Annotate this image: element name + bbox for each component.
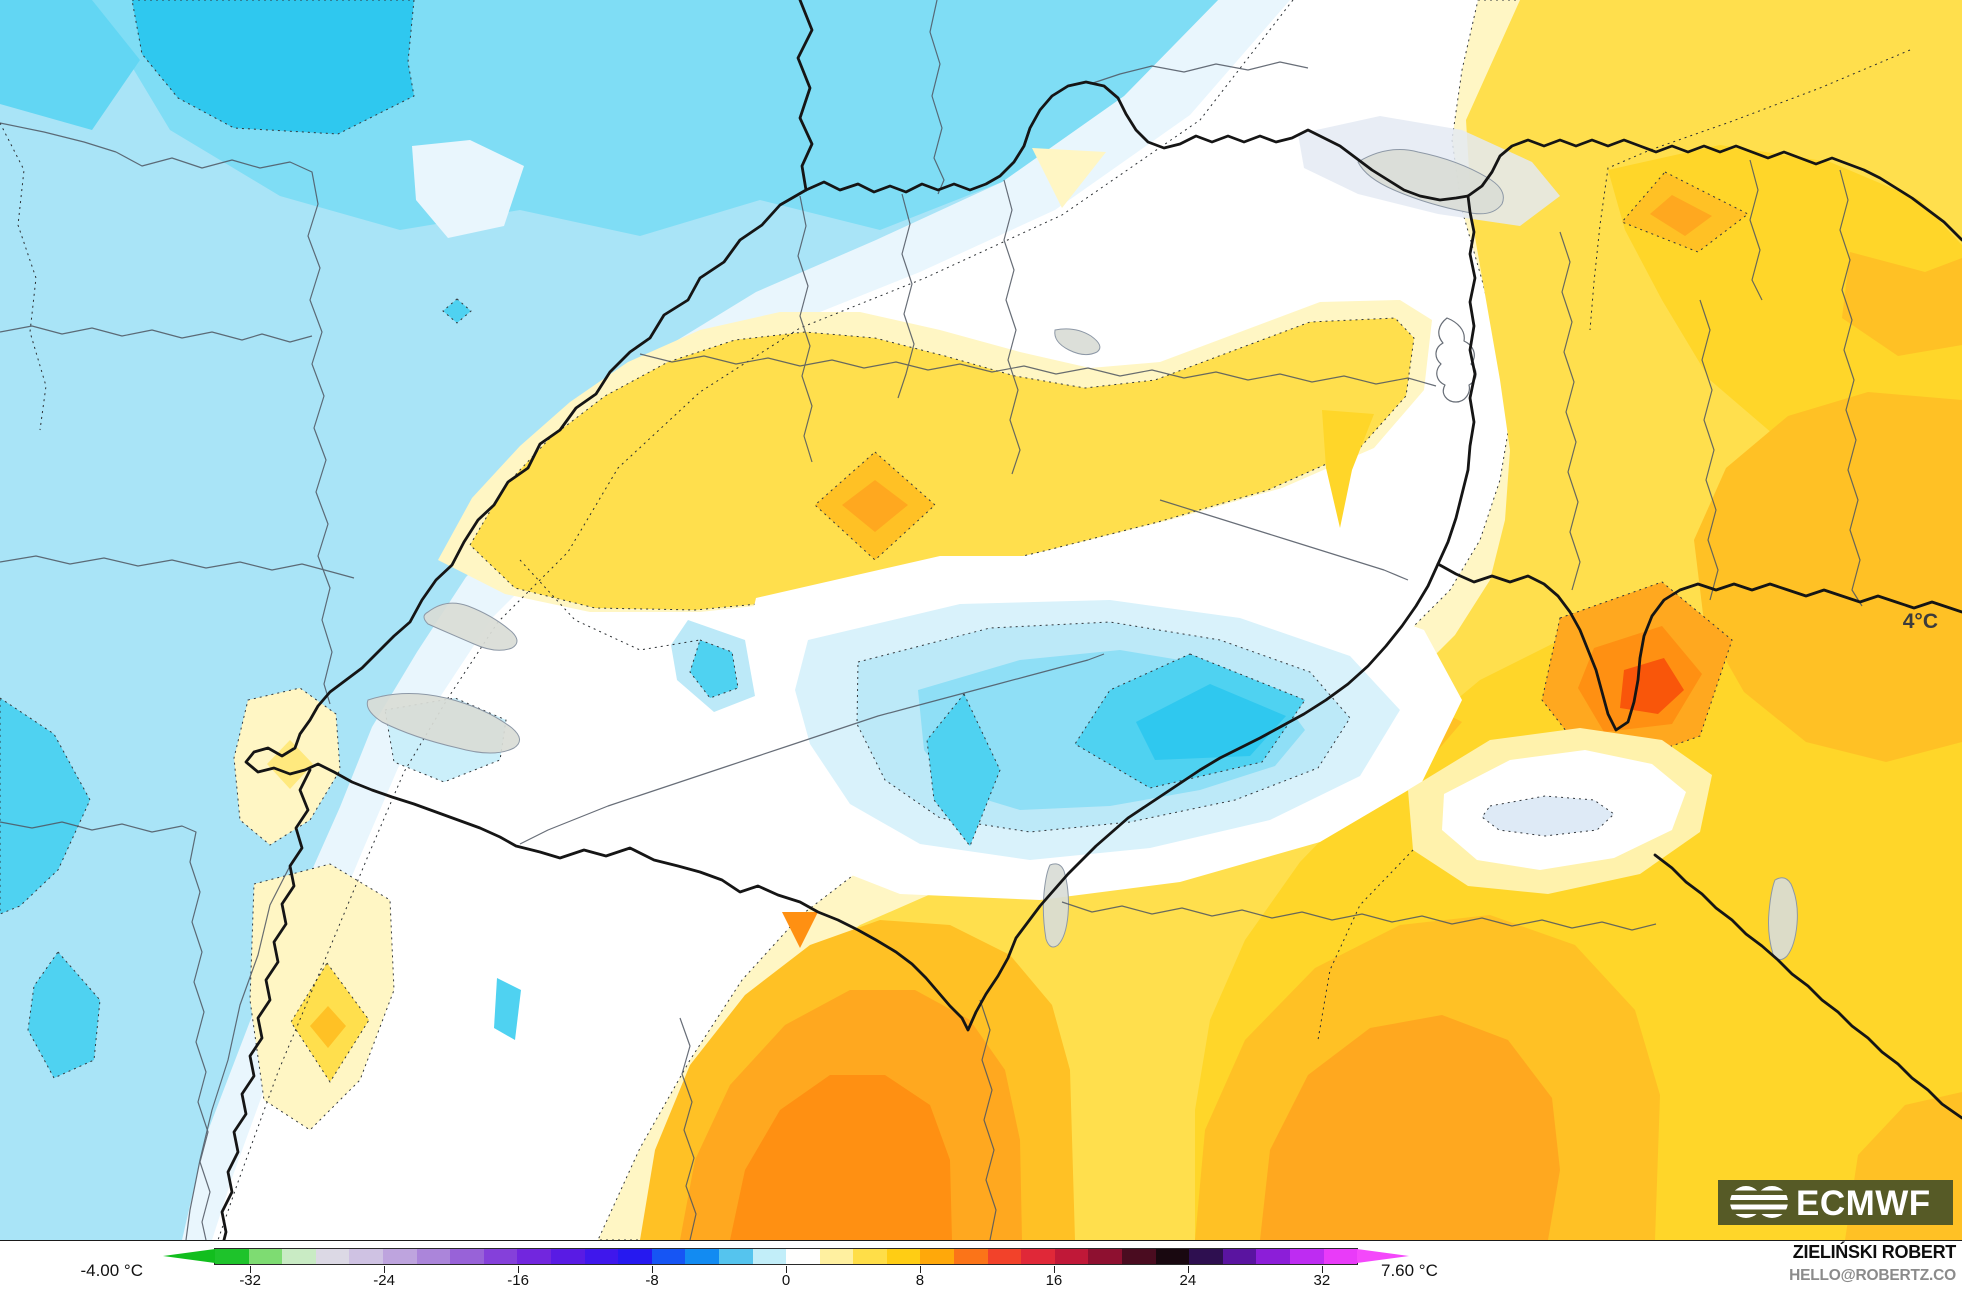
border-germany-austria (1466, 138, 1962, 242)
colorbar-segment (651, 1249, 686, 1264)
colorbar-segment (584, 1249, 619, 1264)
colorbar-tick (250, 1266, 252, 1273)
temperature-field (0, 0, 1962, 1240)
colorbar-tick-label: 16 (1045, 1272, 1063, 1289)
colorbar-segment (954, 1249, 988, 1264)
ecmwf-globe-icon (1727, 1186, 1791, 1218)
colorbar-segment (819, 1249, 854, 1264)
border-france-germany (796, 0, 814, 192)
lake-maggiore (1042, 863, 1069, 948)
colorbar-segment (1122, 1249, 1156, 1264)
colorbar-segment (416, 1249, 451, 1264)
weather-map: 4°C ECMWF (0, 0, 1962, 1240)
colorbar-tick (1053, 1266, 1055, 1273)
colorbar-segment (1054, 1249, 1089, 1264)
country-borders (220, 0, 1962, 1240)
colorbar-segment (1222, 1249, 1257, 1264)
colorbar-segment (315, 1249, 350, 1264)
lake-garda (1768, 877, 1798, 960)
colorbar-segment (215, 1249, 249, 1264)
colorbar-segment (248, 1249, 283, 1264)
colorbar-tick-label: -32 (239, 1272, 261, 1289)
colorbar-tick-label: -8 (645, 1272, 659, 1289)
colorbar-segment (685, 1249, 719, 1264)
colorbar-tick-label: 0 (781, 1272, 791, 1289)
ecmwf-logo-text: ECMWF (1796, 1184, 1931, 1223)
colorbar-segment (987, 1249, 1022, 1264)
colorbar-segment (786, 1249, 820, 1264)
colorbar-segment (1021, 1249, 1055, 1264)
colorbar-segment (886, 1249, 921, 1264)
credit-name: ZIELIŃSKI ROBERT (1792, 1242, 1957, 1262)
colorbar-tick (384, 1266, 386, 1273)
colorbar-segment (450, 1249, 484, 1264)
border-switzerland-west-south (244, 188, 1477, 1032)
contour-lines (0, 0, 1911, 1240)
map-canvas: 4°C ECMWF (0, 0, 1962, 1240)
admin-borders (0, 0, 1863, 1240)
colorbar-tick-label: -16 (507, 1272, 529, 1289)
colorbar-segment (349, 1249, 383, 1264)
colorbar-left-arrow (163, 1249, 215, 1263)
border-italy-southeast (1653, 853, 1962, 1120)
colorbar-tick-label: 24 (1179, 1272, 1197, 1289)
credit-email: HELLO@ROBERTZ.CO (1789, 1267, 1956, 1284)
colorbar-max-label: 7.60 °C (1381, 1261, 1438, 1280)
colorbar (214, 1248, 1358, 1265)
contour-value-label: 4°C (1903, 610, 1938, 633)
colorbar-segment (718, 1249, 753, 1264)
ecmwf-logo: ECMWF (1718, 1180, 1953, 1225)
credit-block: ZIELIŃSKI ROBERT HELLO@ROBERTZ.CO (1789, 1241, 1956, 1284)
border-austria-italy (1436, 562, 1962, 732)
colorbar-tick (919, 1266, 921, 1273)
colorbar-segment (853, 1249, 887, 1264)
border-france-italy (220, 768, 312, 1240)
colorbar-segment (618, 1249, 652, 1264)
colorbar-segment (1189, 1249, 1223, 1264)
colorbar-segment (1323, 1249, 1358, 1264)
colorbar-segment (517, 1249, 551, 1264)
colorbar-tick (518, 1266, 520, 1273)
colorbar-segment (752, 1249, 787, 1264)
colorbar-segment (1155, 1249, 1190, 1264)
border-switzerland-north (804, 80, 1470, 202)
colorbar-min-label: -4.00 °C (80, 1261, 143, 1280)
colorbar-segment (382, 1249, 417, 1264)
colorbar-tick-label: -24 (373, 1272, 395, 1289)
colorbar-segment (1256, 1249, 1290, 1264)
colorbar-right-arrow (1357, 1249, 1409, 1263)
colorbar-segment (550, 1249, 585, 1264)
lake-neuchatel (423, 602, 518, 651)
colorbar-tick (1321, 1266, 1323, 1273)
lake-zurich (1054, 328, 1101, 356)
colorbar-segment (282, 1249, 316, 1264)
colorbar-segment (1290, 1249, 1324, 1264)
colorbar-segment (920, 1249, 955, 1264)
colorbar-tick-label: 32 (1313, 1272, 1331, 1289)
colorbar-tick (652, 1266, 654, 1273)
colorbar-panel: -4.00 °C -32 -24 -16 -8 0 8 16 24 32 7.60 °C ZIE… (0, 1240, 1962, 1289)
colorbar-segment (483, 1249, 518, 1264)
lake-geneva (366, 692, 520, 754)
lakes (366, 149, 1798, 960)
colorbar-segment (1088, 1249, 1123, 1264)
colorbar-tick-label: 8 (915, 1272, 925, 1289)
colorbar-tick (786, 1266, 787, 1273)
colorbar-tick (1187, 1266, 1189, 1273)
